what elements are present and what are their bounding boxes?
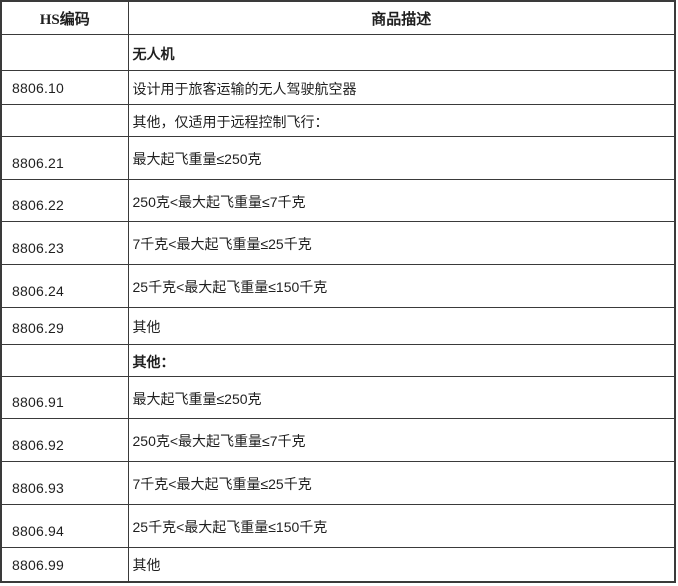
table-row: 8806.29 其他 xyxy=(0,307,676,345)
hs-code-cell: 8806.10 xyxy=(0,70,129,105)
description-cell: 其他 xyxy=(127,547,676,582)
hs-code-cell: 8806.29 xyxy=(0,307,129,345)
hs-code-cell: 8806.93 xyxy=(0,461,129,505)
hs-code-cell: 8806.91 xyxy=(0,376,129,419)
hs-code-cell: 8806.94 xyxy=(0,504,129,548)
description-cell: 最大起飞重量≤250克 xyxy=(127,376,676,419)
description-cell: 250克<最大起飞重量≤7千克 xyxy=(127,418,676,462)
description-cell: 7千克<最大起飞重量≤25千克 xyxy=(127,221,676,265)
table-header: HS编码 商品描述 xyxy=(0,0,676,35)
column-header-description: 商品描述 xyxy=(127,0,676,35)
table-row: 8806.99 其他 xyxy=(0,547,676,582)
table-row: 无人机 xyxy=(0,34,676,71)
table-row: 8806.10 设计用于旅客运输的无人驾驶航空器 xyxy=(0,70,676,105)
hs-code-cell: 8806.23 xyxy=(0,221,129,265)
table-row: 8806.21 最大起飞重量≤250克 xyxy=(0,136,676,180)
hs-code-cell xyxy=(0,34,129,71)
description-cell: 25千克<最大起飞重量≤150千克 xyxy=(127,264,676,308)
description-cell: 其他： xyxy=(127,344,676,377)
description-cell: 250克<最大起飞重量≤7千克 xyxy=(127,179,676,222)
column-header-hs-code: HS编码 xyxy=(0,0,129,35)
table-row: 8806.92 250克<最大起飞重量≤7千克 xyxy=(0,418,676,462)
description-cell: 25千克<最大起飞重量≤150千克 xyxy=(127,504,676,548)
description-cell: 其他，仅适用于远程控制飞行： xyxy=(127,104,676,137)
table-row: 8806.93 7千克<最大起飞重量≤25千克 xyxy=(0,461,676,505)
description-cell: 设计用于旅客运输的无人驾驶航空器 xyxy=(127,70,676,105)
hs-code-cell xyxy=(0,104,129,137)
hs-code-cell: 8806.92 xyxy=(0,418,129,462)
table-body: 无人机 8806.10 设计用于旅客运输的无人驾驶航空器 其他，仅适用于远程控制飞行：… xyxy=(0,34,676,582)
hs-code-cell: 8806.22 xyxy=(0,179,129,222)
table-row: 其他： xyxy=(0,344,676,377)
description-cell: 最大起飞重量≤250克 xyxy=(127,136,676,180)
table-row: 8806.23 7千克<最大起飞重量≤25千克 xyxy=(0,221,676,265)
table-row: 8806.22 250克<最大起飞重量≤7千克 xyxy=(0,179,676,222)
table-row: 8806.91 最大起飞重量≤250克 xyxy=(0,376,676,419)
table-row: 8806.24 25千克<最大起飞重量≤150千克 xyxy=(0,264,676,308)
table-row: 8806.94 25千克<最大起飞重量≤150千克 xyxy=(0,504,676,548)
hs-code-cell xyxy=(0,344,129,377)
table-row: 其他，仅适用于远程控制飞行： xyxy=(0,104,676,137)
hs-code-cell: 8806.21 xyxy=(0,136,129,180)
hs-code-cell: 8806.99 xyxy=(0,547,129,582)
hs-code-cell: 8806.24 xyxy=(0,264,129,308)
description-cell: 其他 xyxy=(127,307,676,345)
description-cell: 7千克<最大起飞重量≤25千克 xyxy=(127,461,676,505)
description-cell: 无人机 xyxy=(127,34,676,71)
header-row: HS编码 商品描述 xyxy=(0,0,676,35)
